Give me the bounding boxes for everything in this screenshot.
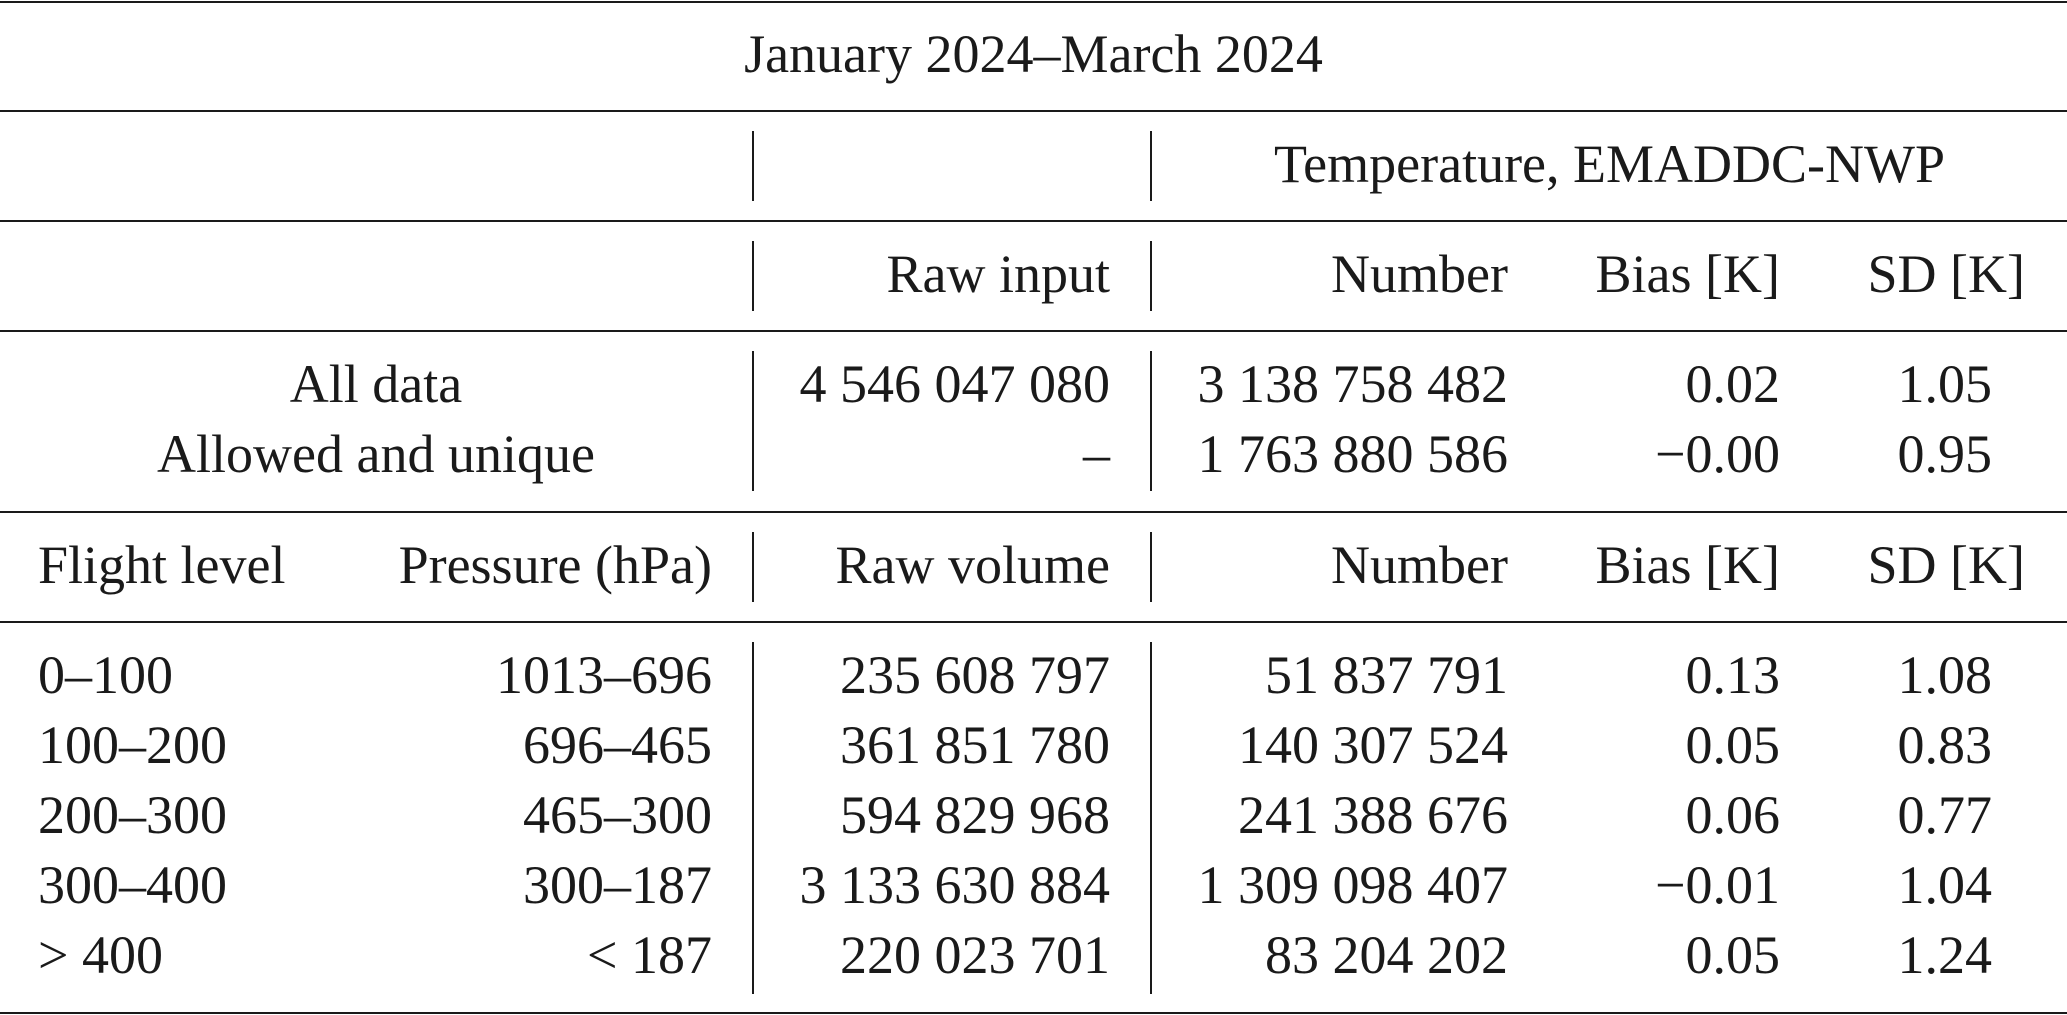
column-separator	[752, 642, 754, 994]
summary-sd: 0.95	[1897, 424, 1993, 484]
column-separator	[1150, 131, 1152, 201]
cell-raw-volume: 594 829 968	[840, 785, 1110, 845]
column-separator	[1150, 642, 1152, 994]
header-bias: Bias [K]	[1595, 535, 1780, 595]
cell-pressure: 696–465	[523, 715, 712, 775]
cell-raw-volume: 220 023 701	[840, 925, 1110, 985]
column-separator	[752, 532, 754, 602]
summary-label: Allowed and unique	[157, 424, 595, 484]
header-raw-input: Raw input	[886, 244, 1111, 304]
header-sd: SD [K]	[1867, 244, 2026, 304]
header-bias: Bias [K]	[1595, 244, 1780, 304]
cell-bias: 0.05	[1685, 925, 1781, 985]
summary-number: 1 763 880 586	[1197, 424, 1509, 484]
summary-bias: −0.00	[1655, 424, 1780, 484]
column-separator	[1150, 241, 1152, 311]
column-separator	[1150, 532, 1152, 602]
cell-sd: 0.83	[1897, 715, 1993, 775]
cell-raw-volume: 235 608 797	[840, 645, 1110, 705]
group-header-temperature: Temperature, EMADDC-NWP	[1273, 134, 1946, 194]
table-bottom-rule	[0, 1012, 2067, 1014]
table-top-rule	[0, 1, 2067, 3]
cell-sd: 1.24	[1897, 925, 1993, 985]
cell-raw-volume: 3 133 630 884	[799, 855, 1111, 915]
header-flight-level: Flight level	[38, 535, 286, 595]
column-separator	[752, 131, 754, 201]
header-raw-volume: Raw volume	[835, 535, 1110, 595]
cell-number: 51 837 791	[1265, 645, 1508, 705]
summary-label: All data	[289, 354, 463, 414]
period-title: January 2024–March 2024	[744, 24, 1323, 84]
summary-sd: 1.05	[1897, 354, 1993, 414]
cell-pressure: 465–300	[523, 785, 712, 845]
cell-pressure: 300–187	[523, 855, 712, 915]
table-rule	[0, 110, 2067, 112]
header-number: Number	[1331, 244, 1508, 304]
table-rule	[0, 511, 2067, 513]
cell-pressure: 1013–696	[496, 645, 712, 705]
column-separator	[752, 241, 754, 311]
cell-bias: 0.06	[1685, 785, 1781, 845]
cell-number: 83 204 202	[1265, 925, 1508, 985]
cell-sd: 1.04	[1897, 855, 1993, 915]
cell-raw-volume: 361 851 780	[840, 715, 1110, 775]
cell-number: 241 388 676	[1238, 785, 1508, 845]
cell-number: 1 309 098 407	[1197, 855, 1509, 915]
cell-number: 140 307 524	[1238, 715, 1508, 775]
header-number: Number	[1331, 535, 1508, 595]
cell-sd: 1.08	[1897, 645, 1993, 705]
summary-raw: 4 546 047 080	[799, 354, 1111, 414]
summary-number: 3 138 758 482	[1197, 354, 1509, 414]
header-sd: SD [K]	[1867, 535, 2026, 595]
cell-sd: 0.77	[1897, 785, 1993, 845]
cell-pressure: < 187	[587, 925, 712, 985]
summary-bias: 0.02	[1685, 354, 1781, 414]
header-pressure: Pressure (hPa)	[398, 535, 712, 595]
table-rule	[0, 621, 2067, 623]
cell-flight-level: 300–400	[38, 855, 227, 915]
cell-flight-level: 0–100	[38, 645, 173, 705]
column-separator	[752, 351, 754, 491]
cell-flight-level: 100–200	[38, 715, 227, 775]
table-rule	[0, 330, 2067, 332]
cell-bias: 0.13	[1685, 645, 1781, 705]
cell-flight-level: > 400	[38, 925, 163, 985]
summary-raw: –	[1083, 424, 1110, 484]
cell-bias: 0.05	[1685, 715, 1781, 775]
table-rule	[0, 220, 2067, 222]
column-separator	[1150, 351, 1152, 491]
cell-flight-level: 200–300	[38, 785, 227, 845]
cell-bias: −0.01	[1655, 855, 1780, 915]
